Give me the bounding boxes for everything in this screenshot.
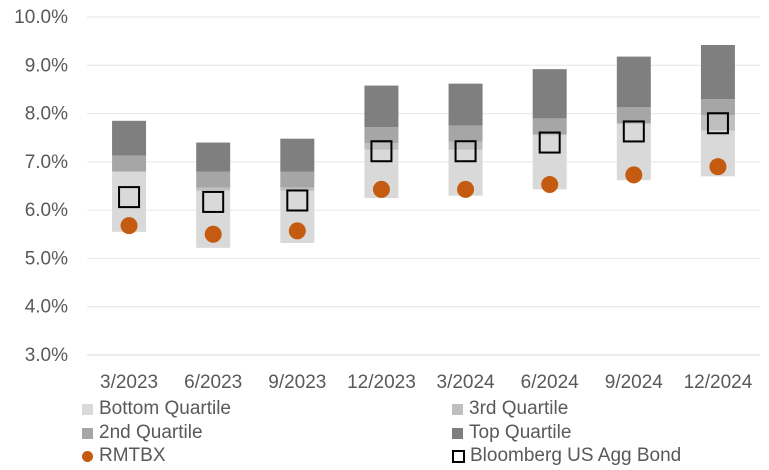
x-tick-label: 3/2024 xyxy=(437,372,496,393)
chart: 3.0% 4.0% 5.0% 6.0% 7.0% 8.0% 9.0% 10.0% 3/2023… xyxy=(14,7,760,393)
bloomberg-point xyxy=(118,186,141,209)
x-tick-label: 9/2024 xyxy=(605,372,664,393)
third-quartile-bar xyxy=(196,187,231,191)
legend-item-3rd-quartile: 3rd Quartile xyxy=(452,398,568,420)
second-quartile-bar xyxy=(112,155,147,172)
legend-swatch xyxy=(82,403,93,415)
second-quartile-bar xyxy=(196,171,231,188)
legend-label: Top Quartile xyxy=(469,422,572,443)
legend-swatch xyxy=(82,427,93,439)
top-quartile-bar xyxy=(196,142,231,172)
x-tick-label: 6/2024 xyxy=(521,372,580,393)
y-tick-label: 7.0% xyxy=(25,152,68,173)
legend-label: 3rd Quartile xyxy=(469,398,569,419)
legend: Bottom Quartile 3rd Quartile 2nd Quartil… xyxy=(0,398,769,470)
quartile-bars xyxy=(112,45,735,248)
x-tick-label: 9/2023 xyxy=(268,372,326,393)
legend-item-bloomberg-us-agg-bond: Bloomberg US Agg Bond xyxy=(452,445,681,467)
rmtbx-point xyxy=(372,180,390,198)
second-quartile-bar xyxy=(616,107,651,124)
third-quartile-bar xyxy=(616,123,651,125)
rmtbx-point xyxy=(457,180,475,198)
legend-item-top-quartile: Top Quartile xyxy=(452,422,571,444)
x-tick-label: 12/2024 xyxy=(684,372,753,393)
y-tick-label: 4.0% xyxy=(25,297,68,318)
bloomberg-point xyxy=(202,190,225,213)
y-tick-label: 8.0% xyxy=(25,104,68,125)
bloomberg-point xyxy=(370,140,393,163)
y-axis-tick-labels: 3.0% 4.0% 5.0% 6.0% 7.0% 8.0% 9.0% 10.0% xyxy=(14,7,68,366)
y-tick-label: 10.0% xyxy=(14,7,68,28)
top-quartile-bar xyxy=(364,85,399,128)
top-quartile-bar xyxy=(448,83,483,126)
gridlines xyxy=(87,16,760,356)
legend-marker-circle xyxy=(82,450,93,462)
rmtbx-point xyxy=(541,176,559,194)
y-tick-label: 9.0% xyxy=(25,55,68,76)
bloomberg-point xyxy=(538,131,561,154)
legend-label: RMTBX xyxy=(99,445,166,466)
third-quartile-bar xyxy=(448,141,483,150)
rmtbx-point xyxy=(288,222,306,240)
legend-swatch xyxy=(452,427,463,439)
y-tick-label: 3.0% xyxy=(25,345,68,366)
rmtbx-point xyxy=(625,166,643,184)
top-quartile-bar xyxy=(112,120,147,156)
second-quartile-bar xyxy=(280,171,315,188)
third-quartile-bar xyxy=(532,134,567,136)
rmtbx-point xyxy=(204,225,222,243)
legend-label: Bloomberg US Agg Bond xyxy=(470,445,682,466)
top-quartile-bar xyxy=(532,69,567,119)
rmtbx-point xyxy=(709,158,727,176)
y-tick-label: 6.0% xyxy=(25,200,68,221)
markers xyxy=(118,112,729,243)
second-quartile-bar xyxy=(364,127,399,144)
legend-item-bottom-quartile: Bottom Quartile xyxy=(82,398,231,420)
third-quartile-bar xyxy=(364,143,399,150)
x-tick-label: 6/2023 xyxy=(184,372,242,393)
third-quartile-bar xyxy=(700,115,735,131)
legend-item-2nd-quartile: 2nd Quartile xyxy=(82,422,203,444)
legend-item-rmtbx: RMTBX xyxy=(82,445,166,467)
top-quartile-bar xyxy=(616,56,651,108)
legend-label: 2nd Quartile xyxy=(99,422,203,443)
x-tick-label: 12/2023 xyxy=(347,372,416,393)
x-axis-tick-labels: 3/2023 6/2023 9/2023 12/2023 3/2024 6/2024 9/2… xyxy=(100,372,753,393)
legend-swatch xyxy=(452,403,463,415)
top-quartile-bar xyxy=(280,138,315,172)
bloomberg-point xyxy=(454,140,477,163)
bloomberg-point xyxy=(622,120,645,143)
second-quartile-bar xyxy=(532,118,567,135)
y-tick-label: 5.0% xyxy=(25,248,68,269)
rmtbx-point xyxy=(120,217,138,235)
second-quartile-bar xyxy=(448,125,483,142)
third-quartile-bar xyxy=(280,187,315,191)
bloomberg-point xyxy=(706,112,729,135)
top-quartile-bar xyxy=(700,45,735,100)
second-quartile-bar xyxy=(700,99,735,116)
legend-label: Bottom Quartile xyxy=(99,398,231,419)
bloomberg-point xyxy=(286,189,309,212)
legend-marker-square xyxy=(452,449,465,463)
x-tick-label: 3/2023 xyxy=(100,372,158,393)
